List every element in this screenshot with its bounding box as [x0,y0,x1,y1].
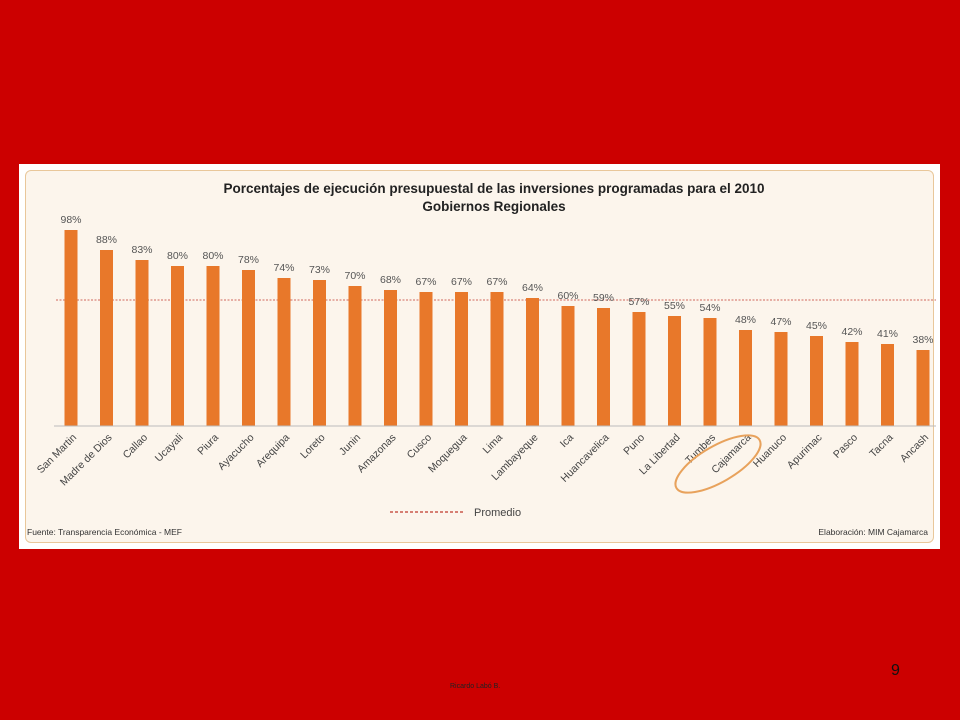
category-label: Ucayali [153,432,186,465]
data-label: 38% [912,334,933,346]
bar-tumbes [703,318,717,426]
category-label: Lima [481,432,506,457]
bar-cajamarca [739,330,752,426]
data-label: 42% [841,326,862,338]
data-label: 88% [96,234,117,246]
bar-pasco [845,342,859,426]
data-label: 70% [344,270,365,282]
category-label: Tacna [867,432,895,460]
category-label: Piura [195,432,221,458]
data-label: 80% [167,250,188,262]
bar-huancavelica [597,308,610,426]
bar-callao [135,260,149,426]
data-label: 57% [628,296,649,308]
data-label: 47% [770,316,791,328]
bar-piura [206,266,220,426]
data-label: 41% [877,328,898,340]
bar-madre-de-dios [100,250,113,426]
category-label: Pasco [831,432,860,461]
bar-ayacucho [242,270,255,426]
chart-title: Porcentajes de ejecución presupuestal de… [224,181,765,196]
chart-subtitle: Gobiernos Regionales [422,199,565,214]
bar-ica [561,306,575,426]
footer-source: Fuente: Transparencia Económica - MEF [27,527,182,537]
bar-loreto [313,280,326,426]
bar-ancash [916,350,930,426]
bar-ucayali [171,266,184,426]
category-label: Loreto [298,432,328,462]
data-label: 48% [735,314,756,326]
data-label: 98% [60,214,81,226]
bar-la-libertad [668,316,681,426]
data-label: 64% [522,282,543,294]
data-label: 74% [273,262,294,274]
data-label: 67% [415,276,436,288]
category-label: Moquegua [426,432,470,476]
category-label: Cusco [405,432,435,462]
slide-number: 9 [891,662,900,679]
data-label: 67% [486,276,507,288]
data-label: 55% [664,300,685,312]
category-label: Tumbes [683,432,718,467]
bar-lima [490,292,504,426]
data-label: 54% [699,302,720,314]
category-label: Arequipa [254,432,292,470]
footer-credit: Elaboración: MIM Cajamarca [818,527,928,537]
data-label: 45% [806,320,827,332]
bar-san-martin [64,230,78,426]
bar-apurimac [810,336,823,426]
category-label: Ayacucho [216,432,257,473]
bar-moquegua [455,292,468,426]
bar-cusco [419,292,433,426]
data-label: 60% [557,290,578,302]
data-label: 73% [309,264,330,276]
category-label: Amazonas [355,432,399,476]
highlight-ellipse [674,434,762,494]
data-label: 59% [593,292,614,304]
bar-junin [348,286,362,426]
category-label: Ancash [898,432,931,465]
data-label: 83% [131,244,152,256]
bar-tacna [881,344,894,426]
bar-arequipa [277,278,291,426]
slide-author: Ricardo Labó B. [450,683,501,690]
bar-huanuco [774,332,788,426]
category-label: Ica [558,432,577,451]
data-label: 68% [380,274,401,286]
category-label: Callao [121,432,151,462]
bar-amazonas [384,290,397,426]
legend-average-label: Promedio [474,507,521,519]
category-label: Apurimac [785,432,825,472]
data-label: 78% [238,254,259,266]
category-label: Junin [337,432,363,458]
bar-lambayeque [526,298,539,426]
category-label: Puno [621,432,647,458]
data-label: 67% [451,276,472,288]
data-label: 80% [202,250,223,262]
bar-puno [632,312,646,426]
